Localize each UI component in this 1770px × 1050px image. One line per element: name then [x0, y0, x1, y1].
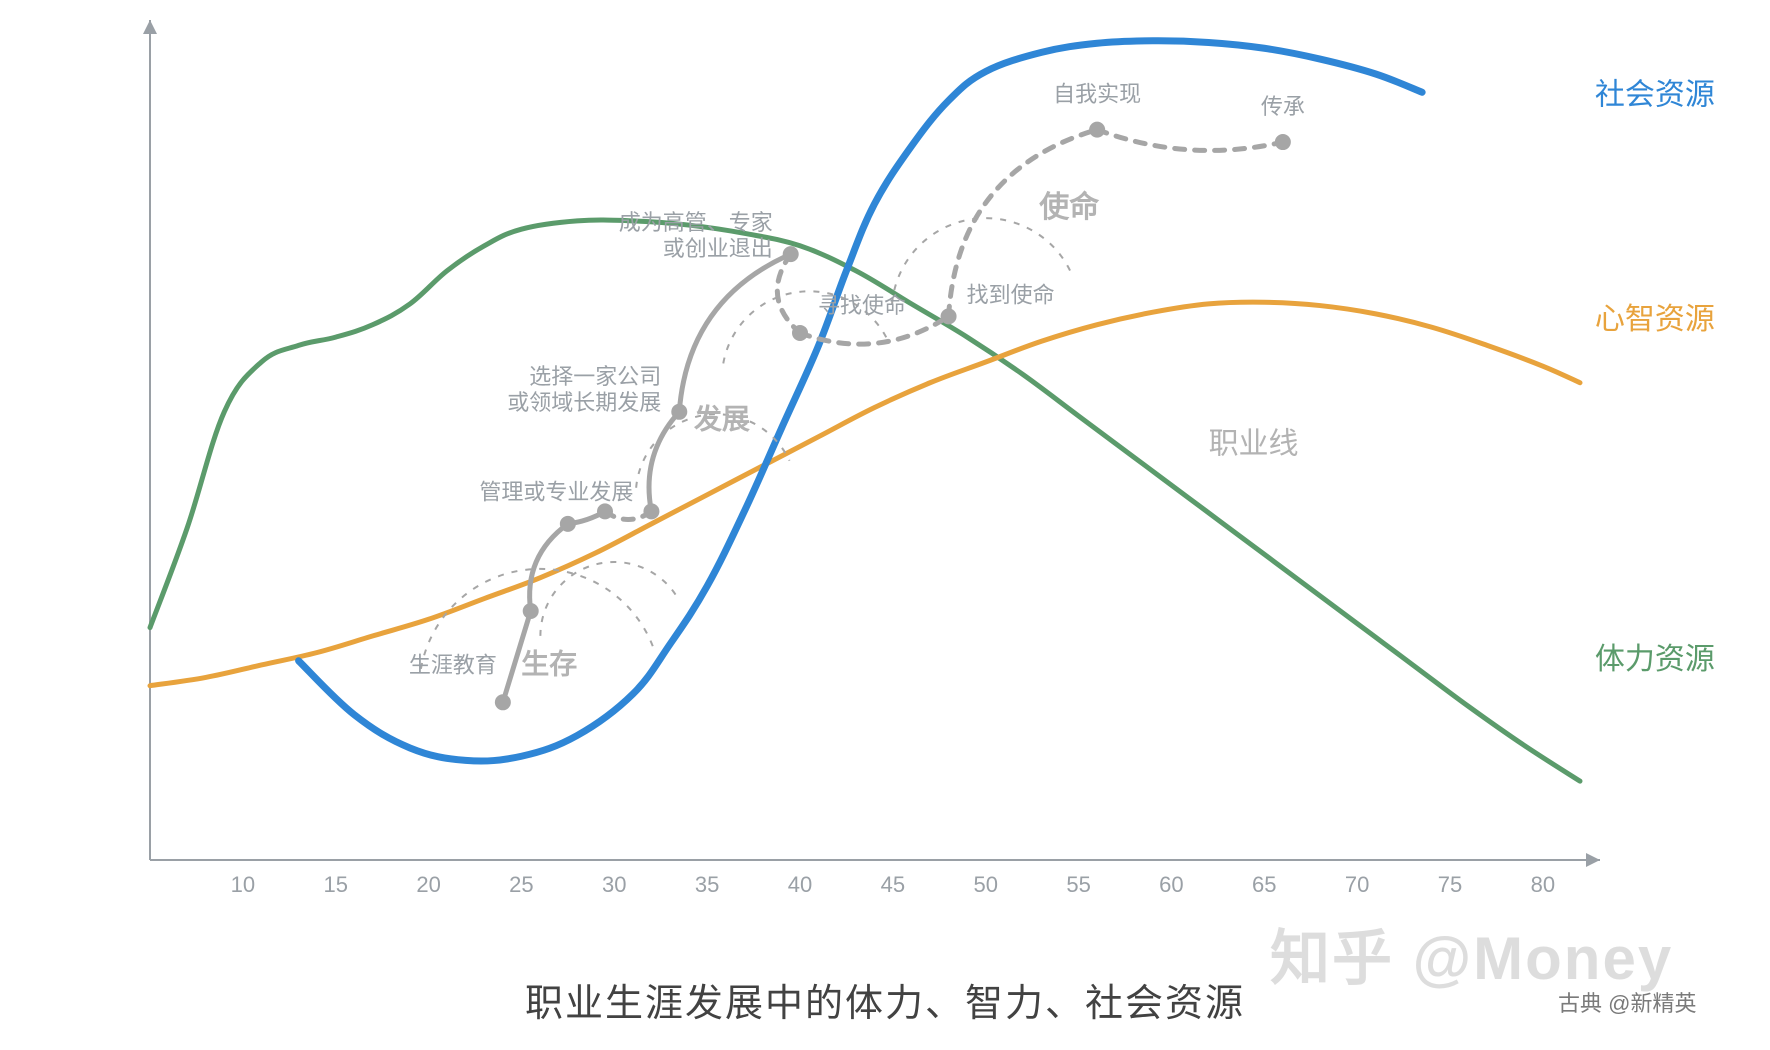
svg-text:10: 10 — [231, 872, 255, 897]
svg-text:65: 65 — [1252, 872, 1276, 897]
credit-text: 古典 @新精英 — [1558, 986, 1696, 1018]
career-stage-label: 发展 — [693, 402, 750, 434]
chart-title: 职业生涯发展中的体力、智力、社会资源 — [0, 972, 1770, 1027]
svg-text:50: 50 — [973, 872, 997, 897]
svg-text:15: 15 — [323, 872, 347, 897]
svg-text:60: 60 — [1159, 872, 1183, 897]
career-node-survive_find — [523, 603, 539, 619]
career-node-career_edu — [495, 694, 511, 710]
career-node-dev_start — [643, 503, 659, 519]
career-node-survive_top_a — [560, 516, 576, 532]
series-label-physical: 体力资源 — [1595, 643, 1715, 676]
career-node-dev_choose — [671, 404, 687, 420]
career-node-label-mis_find: 找到使命 — [967, 282, 1055, 307]
svg-text:45: 45 — [881, 872, 905, 897]
career-line-legend: 职业线 — [1209, 427, 1299, 460]
svg-text:35: 35 — [695, 872, 719, 897]
career-segment — [1097, 130, 1283, 151]
career-stage-label: 生存 — [521, 647, 577, 679]
career-node-mis_find — [941, 308, 957, 324]
career-node-label-dev_start: 管理或专业发展 — [479, 479, 633, 504]
career-node-label-mis_seek: 寻找使命 — [818, 293, 906, 318]
career-node-label-career_edu: 生涯教育 — [409, 652, 497, 677]
career-stage-label: 使命 — [1038, 190, 1100, 224]
svg-text:55: 55 — [1066, 872, 1090, 897]
career-node-label-self_real: 自我实现 — [1053, 82, 1141, 107]
svg-text:20: 20 — [416, 872, 440, 897]
svg-text:80: 80 — [1531, 872, 1555, 897]
svg-text:70: 70 — [1345, 872, 1369, 897]
svg-text:25: 25 — [509, 872, 533, 897]
career-node-label-dev_top: 成为高管、专家或创业退出 — [619, 210, 773, 261]
career-halo-arc — [540, 562, 678, 636]
career-node-self_real — [1089, 122, 1105, 138]
career-node-legacy — [1275, 134, 1291, 150]
chart-svg: 10 15 20 25 30 35 40 45 50 55 60 65 70 75 80 体力资源 心智资源 社会… — [0, 0, 1770, 1050]
chart-stage: 10 15 20 25 30 35 40 45 50 55 60 65 70 75 80 体力资源 心智资源 社会… — [0, 0, 1770, 1050]
career-node-label-dev_choose: 选择一家公司或领域长期发展 — [507, 364, 661, 415]
career-node-label-legacy: 传承 — [1261, 94, 1305, 119]
svg-text:30: 30 — [602, 872, 626, 897]
career-node-survive_top_b — [597, 503, 613, 519]
career-node-mis_seek — [792, 325, 808, 341]
series-label-mental: 心智资源 — [1595, 303, 1715, 336]
career-node-dev_top — [783, 246, 799, 262]
svg-text:75: 75 — [1438, 872, 1462, 897]
svg-text:40: 40 — [788, 872, 812, 897]
series-label-social: 社会资源 — [1595, 79, 1715, 112]
